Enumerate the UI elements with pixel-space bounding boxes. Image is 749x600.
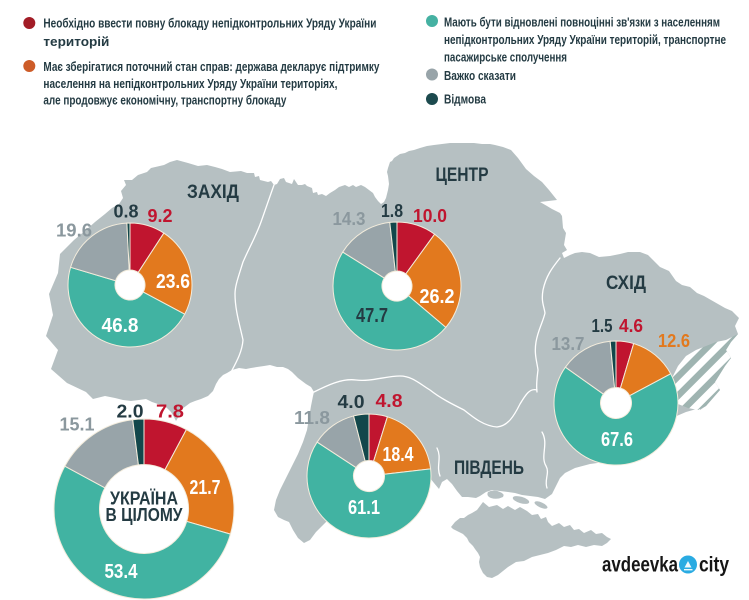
svg-text:4.0: 4.0 <box>338 392 365 412</box>
svg-text:avdeevka: avdeevka <box>602 554 678 577</box>
svg-text:26.2: 26.2 <box>420 286 455 308</box>
svg-text:2.0: 2.0 <box>117 402 144 422</box>
svg-text:Важко сказати: Важко сказати <box>444 69 516 83</box>
svg-text:4.8: 4.8 <box>376 391 403 411</box>
svg-text:9.2: 9.2 <box>148 206 173 226</box>
svg-text:В ЦІЛОМУ: В ЦІЛОМУ <box>106 504 183 525</box>
svg-text:1.8: 1.8 <box>381 201 403 221</box>
svg-text:пасажирське сполучення: пасажирське сполучення <box>444 51 567 65</box>
svg-text:ЗАХІД: ЗАХІД <box>187 181 239 203</box>
svg-text:Має зберігатися поточний стан: Має зберігатися поточний стан справ: дер… <box>43 60 379 74</box>
svg-text:67.6: 67.6 <box>601 429 633 451</box>
svg-text:0.8: 0.8 <box>114 202 139 222</box>
svg-text:15.1: 15.1 <box>60 415 95 435</box>
svg-text:непідконтрольних Уряду України: непідконтрольних Уряду України територій… <box>444 33 726 47</box>
svg-text:населення на непідконтрольних: населення на непідконтрольних Уряду Укра… <box>43 77 337 91</box>
svg-text:47.7: 47.7 <box>356 305 388 327</box>
svg-text:СХІД: СХІД <box>606 272 646 294</box>
svg-text:23.6: 23.6 <box>156 271 190 293</box>
svg-text:19.6: 19.6 <box>56 221 92 241</box>
svg-text:4.6: 4.6 <box>619 316 643 336</box>
svg-text:12.6: 12.6 <box>658 331 690 351</box>
svg-text:але продовжує економічну, тран: але продовжує економічну, транспортну бл… <box>43 94 286 108</box>
svg-text:18.4: 18.4 <box>383 444 415 466</box>
svg-text:ЦЕНТР: ЦЕНТР <box>436 164 489 186</box>
svg-text:ПІВДЕНЬ: ПІВДЕНЬ <box>454 457 524 479</box>
svg-text:УКРАЇНА: УКРАЇНА <box>110 488 178 509</box>
svg-text:53.4: 53.4 <box>105 561 139 583</box>
svg-text:city: city <box>699 554 729 577</box>
svg-text:11.8: 11.8 <box>294 408 330 428</box>
svg-text:21.7: 21.7 <box>190 477 221 499</box>
svg-text:61.1: 61.1 <box>348 497 380 519</box>
svg-text:13.7: 13.7 <box>552 334 585 354</box>
svg-text:7.8: 7.8 <box>156 402 184 422</box>
svg-text:Мають бути відновлені повноцін: Мають бути відновлені повноцінні зв'язки… <box>444 16 720 30</box>
svg-text:Відмова: Відмова <box>444 93 487 107</box>
svg-text:територій: територій <box>43 35 109 49</box>
svg-text:14.3: 14.3 <box>333 209 366 229</box>
svg-text:1.5: 1.5 <box>592 316 613 336</box>
svg-text:46.8: 46.8 <box>102 315 139 337</box>
svg-text:Необхідно ввести повну блокаду: Необхідно ввести повну блокаду непідконт… <box>43 17 376 31</box>
svg-text:10.0: 10.0 <box>413 206 447 226</box>
